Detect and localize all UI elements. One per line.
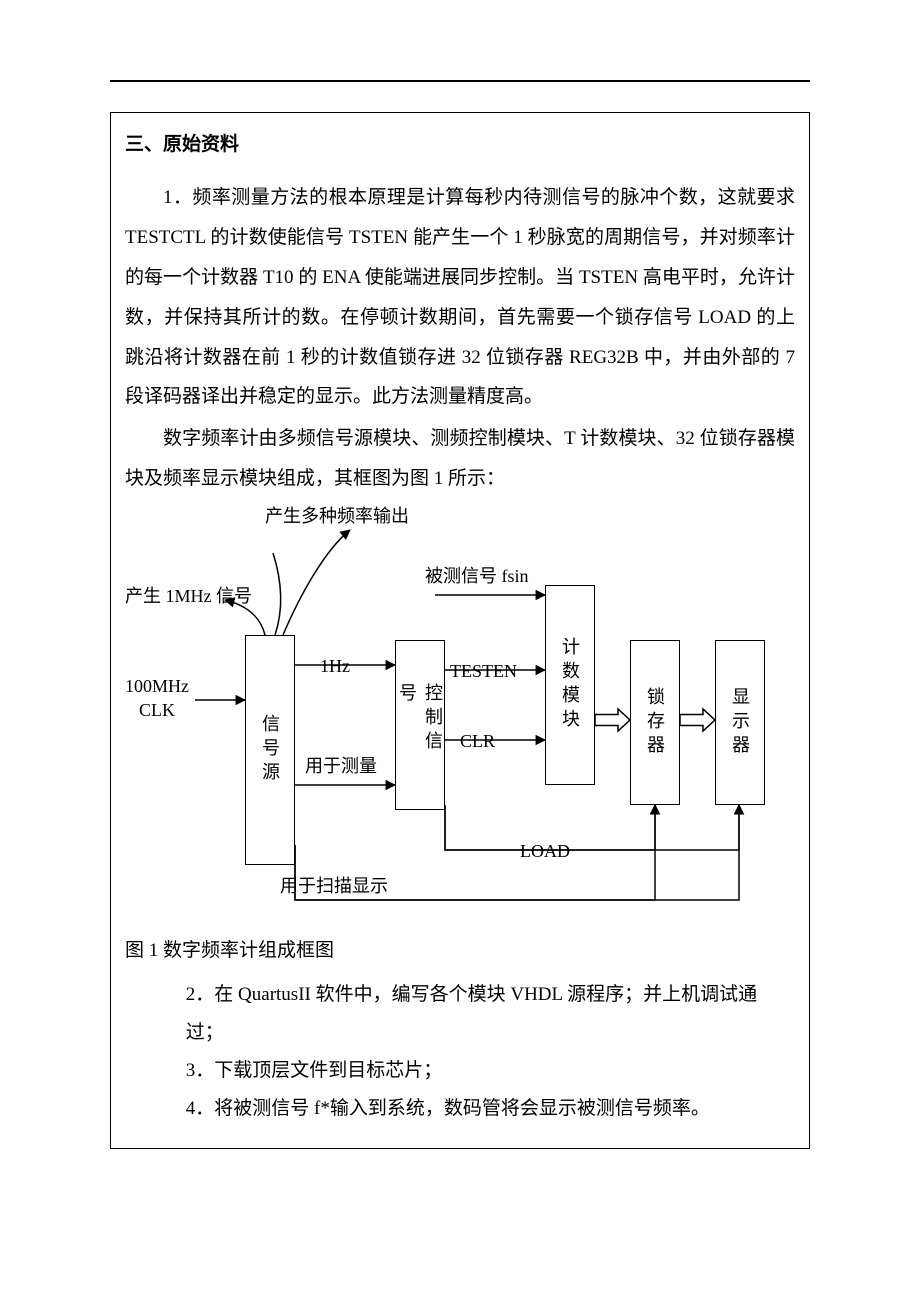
list-item-2: 2．在 QuartusII 软件中，编写各个模块 VHDL 源程序；并上机调试通…	[186, 976, 795, 1052]
box-display-label: 显示器	[727, 687, 753, 759]
box-latch: 锁存器	[630, 640, 680, 805]
list-item-4: 4．将被测信号 f*输入到系统，数码管将会显示被测信号频率。	[186, 1090, 795, 1128]
section-title: 三、原始资料	[125, 129, 795, 156]
label-used-measure: 用于测量	[305, 755, 377, 778]
box-counter-label: 计数模块	[557, 637, 583, 733]
box-latch-label: 锁存器	[642, 687, 668, 759]
top-rule	[110, 80, 810, 82]
list-item-3: 3．下载顶层文件到目标芯片；	[186, 1052, 795, 1090]
content-box: 三、原始资料 1．频率测量方法的根本原理是计算每秒内待测信号的脉冲个数，这就要求…	[110, 112, 810, 1149]
label-1hz: 1Hz	[320, 655, 350, 678]
box-control-label: 控制信号	[394, 683, 446, 767]
label-clk: 100MHz CLK	[125, 675, 189, 722]
box-counter: 计数模块	[545, 585, 595, 785]
label-out-multi: 产生多种频率输出	[265, 505, 409, 528]
label-clr: CLR	[460, 730, 495, 753]
paragraph-1: 1．频率测量方法的根本原理是计算每秒内待测信号的脉冲个数，这就要求 TESTCT…	[125, 178, 795, 417]
paragraph-2: 数字频率计由多频信号源模块、测频控制模块、T 计数模块、32 位锁存器模块及频率…	[125, 419, 795, 499]
label-clk-text: 100MHz CLK	[125, 676, 189, 719]
label-testen: TESTEN	[450, 660, 517, 683]
figure-caption: 图 1 数字频率计组成框图	[125, 935, 795, 962]
box-source-label: 信号源	[257, 714, 283, 786]
label-fsin: 被测信号 fsin	[425, 565, 529, 588]
box-source: 信号源	[245, 635, 295, 865]
page: 三、原始资料 1．频率测量方法的根本原理是计算每秒内待测信号的脉冲个数，这就要求…	[0, 0, 920, 1302]
box-display: 显示器	[715, 640, 765, 805]
box-control: 控制信号	[395, 640, 445, 810]
block-diagram: 产生多种频率输出 产生 1MHz 信号 被测信号 fsin 100MHz CLK…	[125, 505, 795, 925]
label-1mhz: 产生 1MHz 信号	[125, 585, 252, 608]
label-used-scan: 用于扫描显示	[280, 875, 388, 898]
label-load: LOAD	[520, 840, 570, 863]
